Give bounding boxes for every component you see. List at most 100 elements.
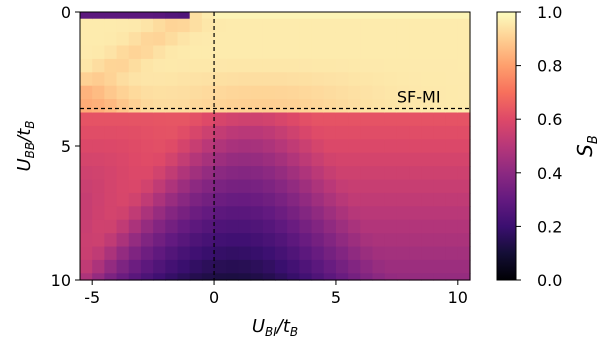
heatmap-cell: [189, 219, 203, 234]
heatmap-cell: [335, 219, 349, 234]
heatmap-cell: [421, 99, 435, 114]
x-label-main: U: [252, 316, 265, 337]
heatmap-cell: [457, 85, 471, 100]
heatmap-cell: [299, 259, 313, 274]
heatmap-cell: [348, 125, 361, 140]
heatmap-cell: [311, 219, 325, 234]
heatmap-cell: [177, 152, 191, 167]
heatmap-cell: [140, 152, 154, 167]
heatmap-cell: [177, 85, 191, 100]
heatmap-cell: [275, 99, 288, 114]
heatmap-cell: [457, 179, 471, 194]
heatmap-cell: [201, 125, 215, 140]
heatmap-cell: [104, 273, 118, 281]
heatmap-cell: [140, 166, 154, 181]
heatmap-cell: [92, 12, 105, 20]
heatmap-cell: [214, 12, 227, 20]
heatmap-cell: [189, 58, 203, 73]
heatmap-cell: [311, 206, 325, 221]
heatmap-cell: [140, 139, 154, 154]
heatmap-cell: [348, 219, 361, 234]
heatmap-cell: [262, 246, 276, 261]
heatmap-cell: [323, 12, 337, 20]
heatmap-cell: [396, 72, 410, 87]
heatmap-cell: [116, 219, 130, 234]
heatmap-cell: [238, 72, 252, 87]
heatmap-cell: [335, 99, 349, 114]
heatmap-cell: [116, 273, 130, 281]
heatmap-cell: [238, 139, 252, 154]
heatmap-cell: [433, 12, 447, 20]
heatmap-cell: [396, 18, 410, 33]
heatmap-cell: [140, 112, 154, 127]
heatmap-cell: [201, 219, 215, 234]
heatmap-cell: [396, 85, 410, 100]
heatmap-cell: [421, 85, 435, 100]
heatmap-cell: [409, 32, 422, 47]
heatmap-cell: [226, 152, 240, 167]
heatmap-cell: [214, 152, 227, 167]
heatmap-cell: [433, 125, 447, 140]
heatmap-cell: [360, 12, 374, 20]
heatmap-cell: [238, 192, 252, 207]
heatmap-cell: [299, 18, 313, 33]
heatmap-cell: [421, 45, 435, 60]
heatmap-cell: [104, 125, 118, 140]
heatmap-cell: [214, 99, 227, 114]
heatmap-cell: [262, 112, 276, 127]
heatmap-cell: [262, 85, 276, 100]
heatmap-cell: [360, 233, 374, 248]
heatmap-cell: [457, 273, 471, 281]
heatmap-cell: [226, 99, 240, 114]
heatmap-cell: [250, 166, 264, 181]
heatmap-cell: [287, 12, 300, 20]
heatmap-cell: [262, 152, 276, 167]
heatmap-cell: [275, 192, 288, 207]
heatmap-cell: [140, 85, 154, 100]
heatmap-cell: [445, 12, 459, 20]
heatmap-cell: [226, 112, 240, 127]
heatmap-cell: [153, 246, 166, 261]
heatmap-cell: [287, 139, 300, 154]
heatmap-cell: [287, 152, 300, 167]
heatmap-cell: [116, 152, 130, 167]
heatmap-cell: [433, 259, 447, 274]
heatmap-cell: [433, 219, 447, 234]
heatmap-cell: [140, 58, 154, 73]
heatmap-cell: [299, 273, 313, 281]
heatmap-cell: [189, 18, 203, 33]
heatmap-cell: [311, 233, 325, 248]
heatmap-cell: [409, 179, 422, 194]
heatmap-cell: [360, 139, 374, 154]
heatmap-cell: [384, 246, 398, 261]
heatmap-cell: [250, 99, 264, 114]
heatmap-cell: [250, 12, 264, 20]
heatmap-cell: [177, 139, 191, 154]
heatmap-cell: [92, 99, 105, 114]
heatmap-cell: [238, 45, 252, 60]
heatmap-cell: [238, 273, 252, 281]
heatmap-cell: [396, 99, 410, 114]
heatmap-cell: [323, 99, 337, 114]
heatmap-cell: [287, 45, 300, 60]
heatmap-cell: [201, 152, 215, 167]
heatmap-cell: [299, 219, 313, 234]
heatmap-cell: [226, 72, 240, 87]
heatmap-cell: [360, 58, 374, 73]
heatmap-cell: [116, 99, 130, 114]
heatmap-cell: [128, 219, 142, 234]
heatmap-cell: [311, 192, 325, 207]
heatmap-cell: [116, 85, 130, 100]
heatmap-cell: [348, 206, 361, 221]
heatmap-cell: [323, 152, 337, 167]
heatmap-cell: [360, 85, 374, 100]
heatmap-cell: [396, 125, 410, 140]
colorbar-tick-label: 0.4: [537, 164, 562, 183]
heatmap-cell: [153, 85, 166, 100]
heatmap-cell: [189, 192, 203, 207]
heatmap-cell: [80, 273, 93, 281]
heatmap-cell: [80, 152, 93, 167]
heatmap-cell: [165, 12, 179, 20]
heatmap-cell: [323, 179, 337, 194]
heatmap-cell: [104, 99, 118, 114]
